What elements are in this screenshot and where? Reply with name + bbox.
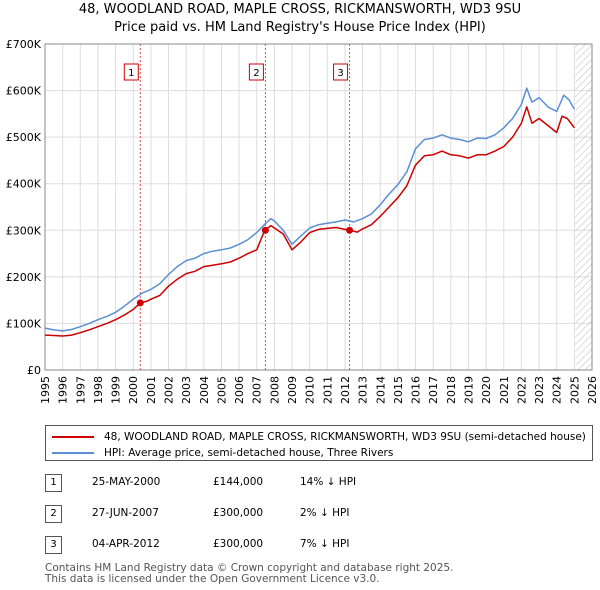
sale-label-box [248, 63, 264, 81]
transaction-hpi: 14% ↓ HPI [300, 476, 357, 488]
x-tick-label: 2015 [392, 376, 405, 404]
y-tick-label: £300K [6, 224, 42, 237]
legend: 48, WOODLAND ROAD, MAPLE CROSS, RICKMANS… [45, 425, 593, 461]
grid [44, 43, 593, 371]
footer-copyright: Contains HM Land Registry data © Crown c… [45, 562, 454, 574]
axes: £0 £100K £200K £300K £400K £500K £600K £700K 199… [6, 38, 599, 404]
x-tick-label: 2002 [163, 376, 176, 404]
y-tick-label: £200K [6, 271, 42, 284]
sale-label: 3 [337, 68, 343, 79]
legend-label-price: 48, WOODLAND ROAD, MAPLE CROSS, RICKMANS… [104, 431, 586, 443]
sale-label-box [123, 63, 139, 81]
transaction-date: 25-MAY-2000 [92, 476, 161, 488]
x-tick-label: 2011 [321, 376, 334, 404]
x-tick-label: 2013 [357, 376, 370, 404]
sale-label: 1 [128, 68, 134, 79]
chart-subtitle: Price paid vs. HM Land Registry's House … [114, 20, 486, 35]
legend-label-hpi: HPI: Average price, semi-detached house,… [104, 447, 394, 459]
transaction-number: 2 [45, 505, 62, 523]
hpi-line [44, 87, 576, 332]
forecast-region [575, 44, 592, 370]
transaction-date: 04-APR-2012 [92, 538, 160, 550]
plot-area [45, 44, 592, 370]
sale-label: 2 [253, 68, 259, 79]
x-tick-label: 2017 [427, 376, 440, 404]
transaction-price: £300,000 [213, 538, 264, 550]
transaction-number: 1 [45, 474, 62, 492]
transaction-price: £144,000 [213, 476, 264, 488]
x-tick-label: 2018 [445, 376, 458, 404]
footer-license: This data is licensed under the Open Gov… [45, 573, 380, 585]
x-tick-label: 2024 [551, 376, 564, 404]
x-tick-label: 2006 [233, 376, 246, 404]
x-tick-label: 2003 [180, 376, 193, 404]
transaction-date: 27-JUN-2007 [92, 507, 159, 519]
sale-point [136, 299, 144, 307]
x-tick-label: 2026 [586, 376, 599, 404]
legend-item-price: 48, WOODLAND ROAD, MAPLE CROSS, RICKMANS… [52, 429, 586, 445]
transaction-number: 3 [45, 536, 62, 554]
x-tick-label: 2022 [515, 376, 528, 404]
x-tick-label: 2016 [410, 376, 423, 404]
price-chart: £0 £100K £200K £300K £400K £500K £600K £700K 199… [6, 38, 599, 404]
legend-item-hpi: HPI: Average price, semi-detached house,… [52, 445, 393, 461]
sale-markers: 1 2 3 [123, 63, 354, 307]
transaction-hpi: 2% ↓ HPI [300, 507, 350, 519]
x-tick-label: 1995 [39, 376, 52, 404]
x-tick-label: 2005 [215, 376, 228, 404]
y-tick-label: £600K [6, 85, 42, 98]
x-tick-label: 2019 [462, 376, 475, 404]
x-tick-label: 2023 [533, 376, 546, 404]
x-tick-label: 2000 [127, 376, 140, 404]
x-tick-label: 2007 [251, 376, 264, 404]
x-tick-label: 2012 [339, 376, 352, 404]
x-tick-label: 2004 [198, 376, 211, 404]
x-tick-label: 1999 [110, 376, 123, 404]
transaction-price: £300,000 [213, 507, 264, 519]
sale-label-box [333, 63, 349, 81]
y-tick-label: £500K [6, 131, 42, 144]
x-tick-label: 2010 [304, 376, 317, 404]
x-tick-label: 2001 [145, 376, 158, 404]
chart-title: 48, WOODLAND ROAD, MAPLE CROSS, RICKMANS… [78, 2, 522, 17]
y-tick-label: £100K [6, 317, 42, 330]
transaction-hpi: 7% ↓ HPI [300, 538, 350, 550]
y-tick-label: £700K [6, 38, 42, 51]
y-tick-label: £0 [27, 364, 41, 377]
x-tick-label: 2014 [374, 376, 387, 404]
x-tick-label: 1998 [92, 376, 105, 404]
sale-point [346, 226, 354, 234]
plot-frame [44, 43, 593, 371]
x-tick-label: 1996 [57, 376, 70, 404]
x-tick-label: 2009 [286, 376, 299, 404]
legend-swatch-hpi [52, 452, 94, 454]
y-tick-label: £400K [6, 178, 42, 191]
x-tick-label: 2021 [498, 376, 511, 404]
sale-point [261, 226, 269, 234]
x-tick-label: 1997 [74, 376, 87, 404]
x-tick-label: 2008 [268, 376, 281, 404]
legend-swatch-price [52, 436, 94, 438]
x-tick-label: 2025 [568, 376, 581, 404]
x-tick-label: 2020 [480, 376, 493, 404]
